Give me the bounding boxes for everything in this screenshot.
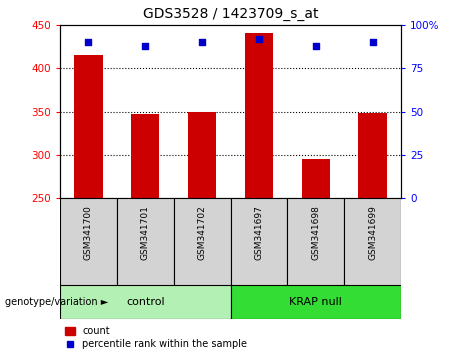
Text: control: control — [126, 297, 165, 307]
Bar — [117, 198, 174, 285]
Bar — [301, 159, 330, 198]
Point — [198, 39, 206, 45]
Bar — [60, 285, 230, 319]
Text: genotype/variation ►: genotype/variation ► — [5, 297, 108, 307]
Legend: count, percentile rank within the sample: count, percentile rank within the sample — [65, 326, 247, 349]
Bar — [131, 114, 160, 198]
Point — [85, 39, 92, 45]
Bar — [287, 198, 344, 285]
Bar — [230, 198, 287, 285]
Title: GDS3528 / 1423709_s_at: GDS3528 / 1423709_s_at — [143, 7, 318, 21]
Bar — [358, 113, 387, 198]
Bar — [344, 198, 401, 285]
Text: GSM341701: GSM341701 — [141, 205, 150, 260]
Point — [142, 43, 149, 48]
Text: GSM341702: GSM341702 — [198, 205, 207, 260]
Bar — [188, 112, 216, 198]
Bar — [245, 33, 273, 198]
Bar — [74, 55, 102, 198]
Bar — [174, 198, 230, 285]
Bar — [230, 285, 401, 319]
Bar — [60, 198, 117, 285]
Text: GSM341697: GSM341697 — [254, 205, 263, 260]
Text: GSM341700: GSM341700 — [84, 205, 93, 260]
Point — [369, 39, 376, 45]
Text: GSM341699: GSM341699 — [368, 205, 377, 260]
Text: KRAP null: KRAP null — [290, 297, 342, 307]
Point — [312, 43, 319, 48]
Point — [255, 36, 263, 41]
Text: GSM341698: GSM341698 — [311, 205, 320, 260]
